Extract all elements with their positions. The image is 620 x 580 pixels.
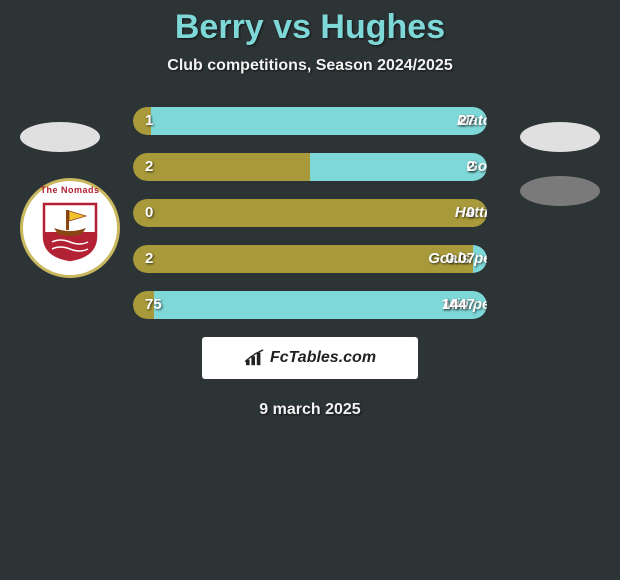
page-title: Berry vs Hughes: [0, 8, 620, 47]
stat-right-value: 0.07: [446, 245, 475, 273]
stat-left-value: 2: [145, 245, 153, 273]
stat-right-value: 2: [467, 153, 475, 181]
stat-left-value: 75: [145, 291, 162, 319]
stat-row-matches: 1 Matches 27: [133, 107, 487, 135]
stat-right-value: 1447: [442, 291, 475, 319]
stats-panel: 1 Matches 27 2 Goals 2 0 Hattricks 0 2 G…: [133, 107, 487, 319]
player-right-placeholder-2: [520, 176, 600, 206]
branding-text: FcTables.com: [270, 349, 376, 367]
crest-shield-icon: [42, 202, 98, 262]
stat-left-value: 0: [145, 199, 153, 227]
bar-chart-icon: [244, 349, 266, 367]
stat-label: Hattricks: [310, 199, 487, 227]
crest-ring: The Nomads: [20, 178, 120, 278]
stat-row-goals: 2 Goals 2: [133, 153, 487, 181]
crest-top-text: The Nomads: [23, 185, 117, 195]
stat-right-value: 27: [458, 107, 475, 135]
bar-left: [133, 153, 310, 181]
player-right-placeholder-1: [520, 122, 600, 152]
stat-row-hattricks: 0 Hattricks 0: [133, 199, 487, 227]
date-text: 9 march 2025: [0, 401, 620, 419]
page-subtitle: Club competitions, Season 2024/2025: [0, 57, 620, 75]
stat-right-value: 0: [467, 199, 475, 227]
branding-badge: FcTables.com: [202, 337, 418, 379]
stat-row-mpg: 75 Min per goal 1447: [133, 291, 487, 319]
player-left-placeholder-1: [20, 122, 100, 152]
stat-row-gpm: 2 Goals per match 0.07: [133, 245, 487, 273]
stat-left-value: 1: [145, 107, 153, 135]
stat-label: Goals: [310, 153, 487, 181]
club-crest: The Nomads: [20, 178, 120, 278]
stat-left-value: 2: [145, 153, 153, 181]
